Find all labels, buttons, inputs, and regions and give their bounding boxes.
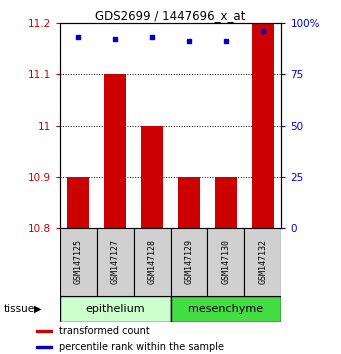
Text: epithelium: epithelium [85,304,145,314]
Bar [215,177,237,228]
Text: mesenchyme: mesenchyme [188,304,264,314]
Text: ▶: ▶ [34,304,42,314]
Bar [252,23,274,228]
Point [223,39,228,44]
Bar [244,228,281,296]
Bar [170,296,281,322]
Text: percentile rank within the sample: percentile rank within the sample [59,342,224,352]
Text: GSM147129: GSM147129 [184,239,193,285]
Text: GSM147130: GSM147130 [221,239,231,285]
Text: GSM147128: GSM147128 [148,239,157,285]
Bar [104,74,126,228]
Bar [36,346,51,348]
Title: GDS2699 / 1447696_x_at: GDS2699 / 1447696_x_at [95,9,246,22]
Bar [60,296,170,322]
Point [186,39,192,44]
Bar [36,330,51,332]
Bar [207,228,244,296]
Bar [67,177,89,228]
Bar [134,228,170,296]
Bar [97,228,134,296]
Point [75,35,81,40]
Text: GSM147125: GSM147125 [74,239,83,285]
Bar [170,228,207,296]
Text: tissue: tissue [3,304,34,314]
Point [260,28,266,34]
Point [149,35,155,40]
Text: GSM147132: GSM147132 [258,239,267,285]
Text: transformed count: transformed count [59,326,150,336]
Bar [178,177,200,228]
Text: GSM147127: GSM147127 [110,239,120,285]
Bar [60,228,97,296]
Bar [141,126,163,228]
Point [112,36,118,42]
